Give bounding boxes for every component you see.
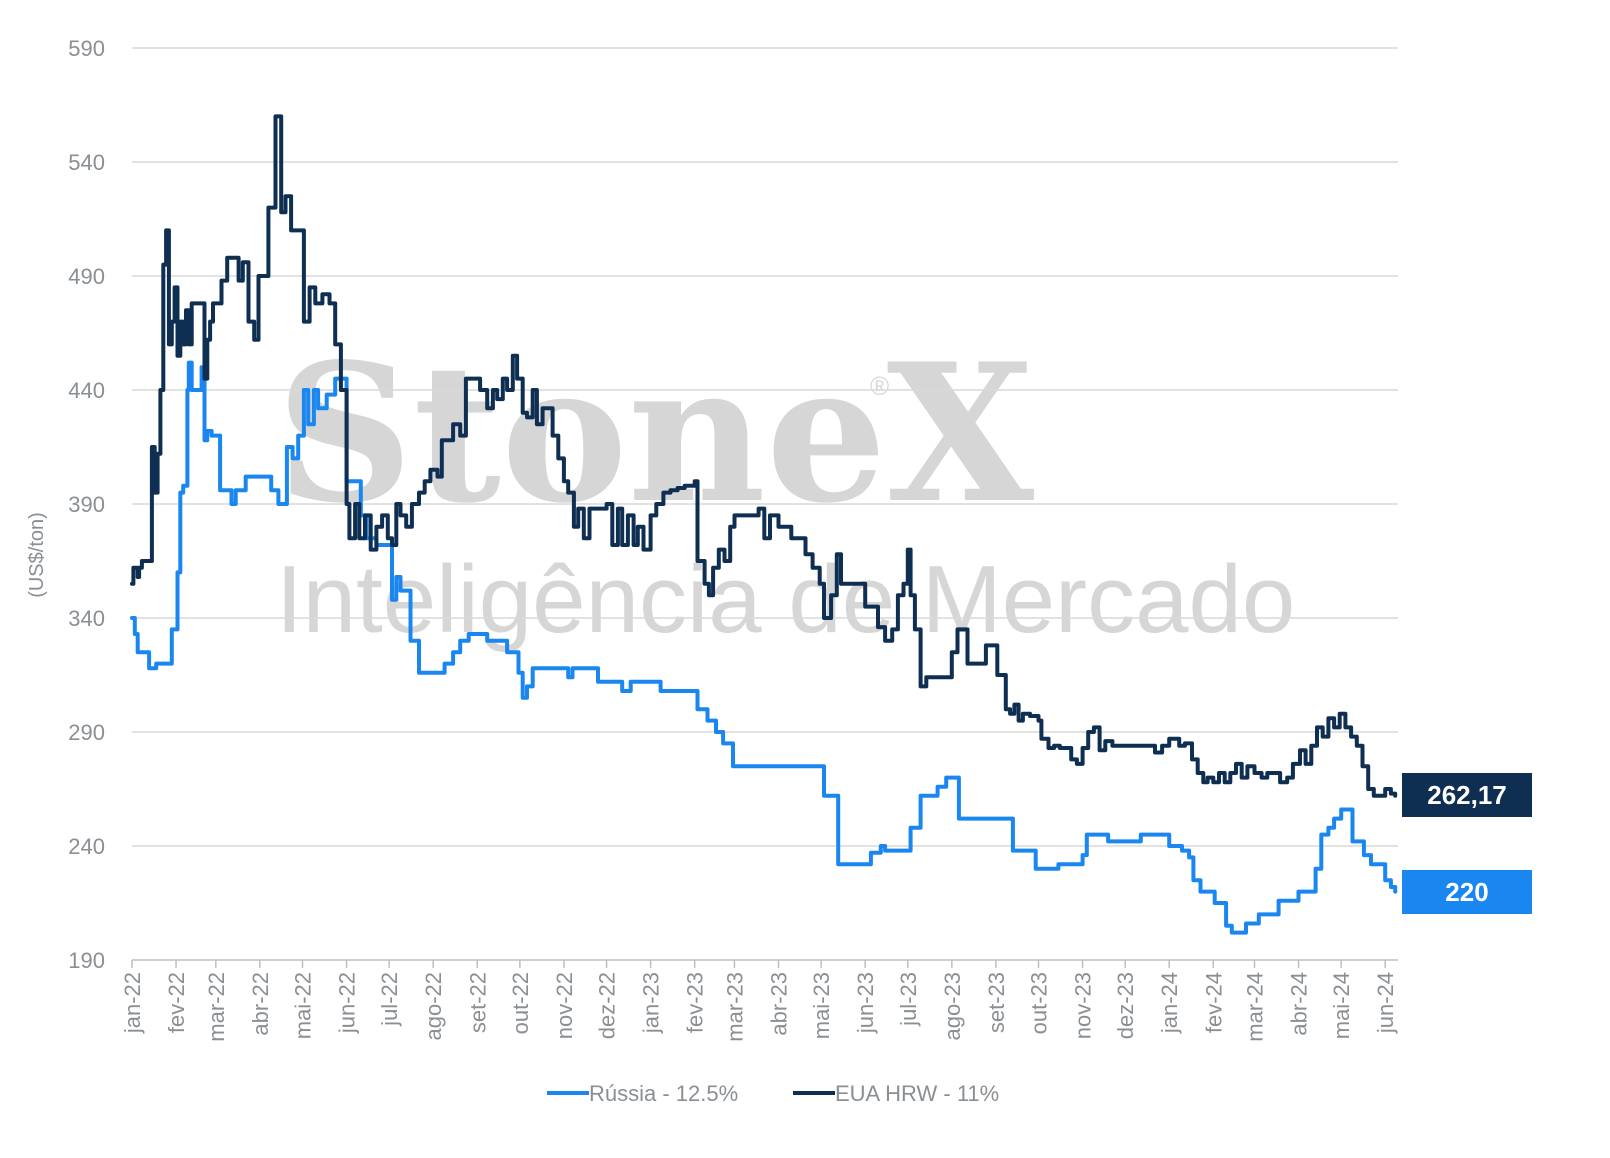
x-tick-label: mai-23 [809, 972, 834, 1039]
end-label-box [1402, 870, 1532, 914]
watermark-tagline: Inteligência de Mercado [276, 546, 1295, 653]
y-tick-label: 190 [68, 948, 105, 973]
stonex-watermark: StoneX ® Inteligência de Mercado [276, 322, 1295, 653]
series-lines [130, 114, 1398, 935]
y-axis-ticks: 190 240 290 340 390 440 490 540 590 [68, 36, 105, 973]
x-tick-label: jul-22 [377, 972, 402, 1027]
y-tick-label: 240 [68, 834, 105, 859]
x-tick-label: jul-23 [896, 972, 921, 1027]
legend-item-1: EUA HRW - 11% [793, 1081, 999, 1106]
y-tick-label: 490 [68, 264, 105, 289]
x-tick-label: out-22 [508, 972, 533, 1034]
x-tick-label: set-23 [984, 972, 1009, 1033]
legend-item-0: Rússia - 12.5% [547, 1081, 738, 1106]
x-tick-label: nov-22 [552, 972, 577, 1039]
y-tick-label: 290 [68, 720, 105, 745]
series-line-0 [130, 360, 1398, 935]
legend: Rússia - 12.5% EUA HRW - 11% [547, 1081, 999, 1106]
y-tick-label: 390 [68, 492, 105, 517]
x-tick-label: jun-23 [853, 972, 878, 1034]
x-tick-label: abr-24 [1287, 972, 1312, 1036]
y-tick-label: 540 [68, 150, 105, 175]
series-line-1 [130, 114, 1398, 798]
x-tick-label: jan-22 [120, 972, 145, 1034]
x-tick-label: out-23 [1027, 972, 1052, 1034]
x-tick-label: fev-23 [683, 972, 708, 1033]
x-tick-label: mar-24 [1242, 972, 1267, 1042]
x-tick-label: dez-23 [1113, 972, 1138, 1039]
end-label-value: 262,17 [1427, 780, 1507, 810]
legend-label: Rússia - 12.5% [589, 1081, 738, 1106]
end-label-box [1402, 773, 1532, 817]
x-tick-label: abr-22 [248, 972, 273, 1036]
y-axis-label: (US$/ton) [26, 512, 48, 598]
x-tick-label: fev-22 [164, 972, 189, 1033]
x-tick-label: jan-24 [1157, 972, 1182, 1034]
x-tick-label: set-22 [465, 972, 490, 1033]
watermark-registered-mark: ® [870, 371, 889, 401]
end-label-value: 220 [1445, 877, 1488, 907]
legend-label: EUA HRW - 11% [835, 1081, 999, 1106]
y-tick-label: 590 [68, 36, 105, 61]
end-label-0: 262,17 [1402, 773, 1532, 817]
x-tick-label: nov-23 [1071, 972, 1096, 1039]
x-axis-ticks: jan-22 fev-22 mar-22 abr-22 mai-22 jun-22 jul-… [120, 960, 1398, 1042]
x-tick-label: mai-22 [291, 972, 316, 1039]
x-tick-label: jun-24 [1373, 972, 1398, 1034]
x-tick-label: jun-22 [335, 972, 360, 1034]
x-tick-label: jan-23 [639, 972, 664, 1034]
x-tick-label: abr-23 [766, 972, 791, 1036]
x-tick-label: dez-22 [595, 972, 620, 1039]
x-tick-label: fev-24 [1201, 972, 1226, 1033]
x-tick-label: mar-23 [722, 972, 747, 1042]
gridlines [132, 47, 1398, 847]
x-tick-label: mai-24 [1329, 972, 1354, 1039]
end-label-1: 220 [1402, 870, 1532, 914]
x-tick-label: mar-22 [204, 972, 229, 1042]
x-tick-label: ago-22 [421, 972, 446, 1041]
x-tick-label: ago-23 [940, 972, 965, 1041]
y-tick-label: 440 [68, 378, 105, 403]
y-tick-label: 340 [68, 606, 105, 631]
end-value-labels: 262,17 220 [1402, 773, 1532, 914]
